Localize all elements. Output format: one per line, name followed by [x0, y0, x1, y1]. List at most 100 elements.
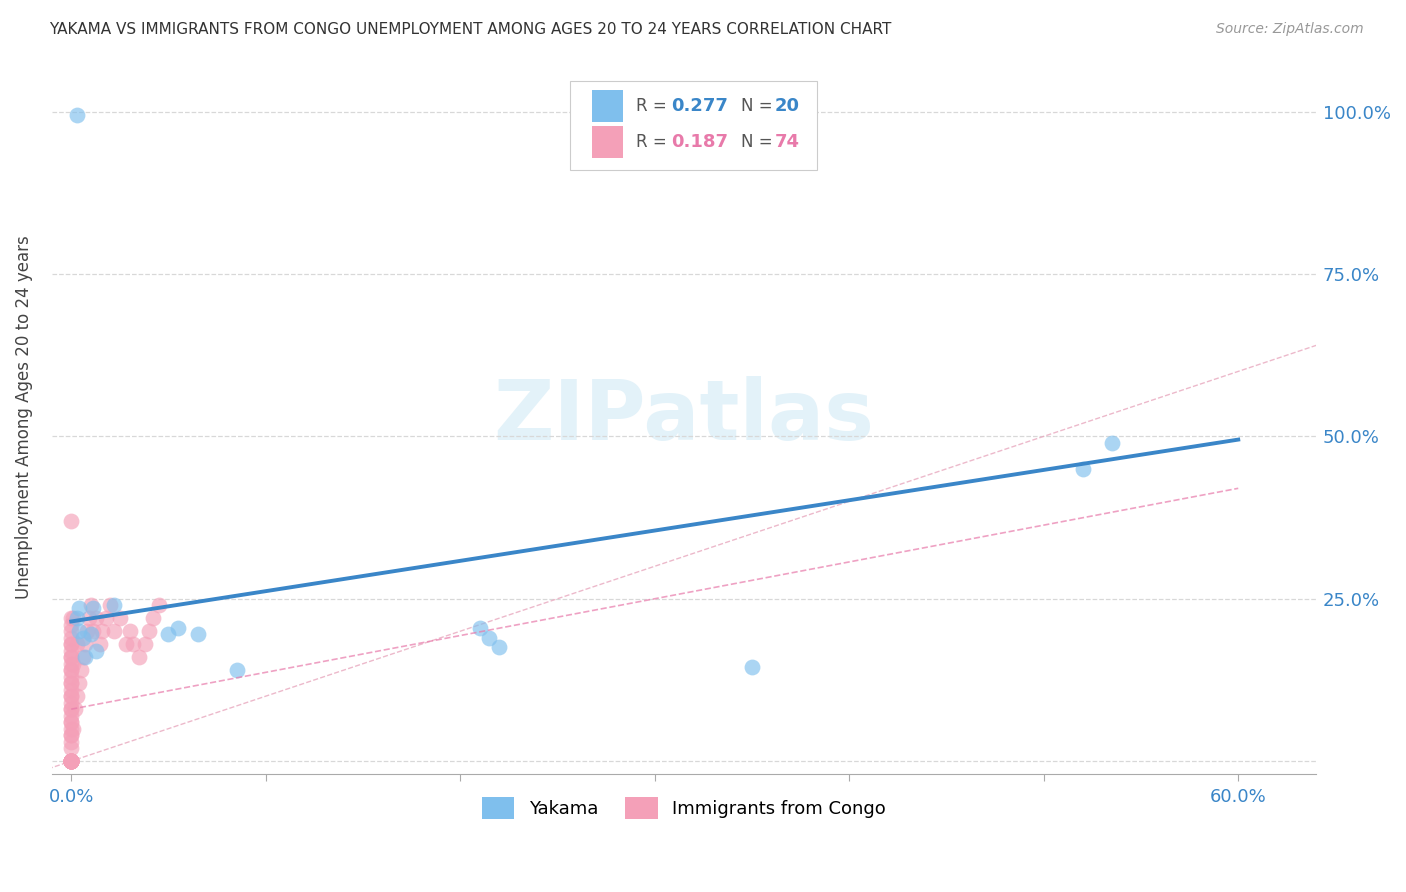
Point — [60, 728, 83, 742]
Text: R =: R = — [636, 133, 672, 151]
Point — [62, 611, 84, 625]
Point — [134, 637, 156, 651]
Point — [72, 631, 94, 645]
Point — [60, 754, 83, 768]
Point — [66, 689, 89, 703]
Point — [1101, 435, 1123, 450]
Point — [60, 631, 83, 645]
Point — [89, 637, 111, 651]
Point — [157, 627, 180, 641]
Point — [60, 754, 83, 768]
Point — [138, 624, 160, 639]
Point — [62, 657, 84, 671]
Point — [60, 754, 83, 768]
Point — [73, 650, 96, 665]
FancyBboxPatch shape — [592, 90, 623, 122]
Point — [63, 702, 86, 716]
Point — [67, 676, 90, 690]
Point — [60, 702, 83, 716]
Point — [60, 754, 83, 768]
Point — [60, 754, 83, 768]
Point — [60, 741, 83, 756]
Point — [122, 637, 145, 651]
Point — [60, 624, 83, 639]
Point — [60, 682, 83, 697]
Point — [66, 611, 89, 625]
Point — [98, 599, 121, 613]
Point — [187, 627, 209, 641]
Point — [91, 624, 114, 639]
Point — [118, 624, 141, 639]
Point — [82, 624, 104, 639]
Point — [103, 599, 125, 613]
Point — [108, 611, 131, 625]
Point — [67, 624, 90, 639]
Point — [142, 611, 165, 625]
Point — [96, 611, 118, 625]
Text: 0.187: 0.187 — [671, 133, 728, 151]
Point — [86, 643, 108, 657]
Point — [60, 637, 83, 651]
Point — [60, 637, 83, 651]
Point — [60, 650, 83, 665]
Point — [76, 624, 98, 639]
Point — [1071, 462, 1094, 476]
Point — [60, 715, 83, 730]
Point — [60, 754, 83, 768]
Point — [62, 722, 84, 736]
Text: 0.277: 0.277 — [671, 97, 728, 115]
Legend: Yakama, Immigrants from Congo: Yakama, Immigrants from Congo — [475, 789, 893, 826]
Point — [60, 657, 83, 671]
Point — [60, 754, 83, 768]
Point — [60, 754, 83, 768]
Text: N =: N = — [741, 97, 778, 115]
Text: Source: ZipAtlas.com: Source: ZipAtlas.com — [1216, 22, 1364, 37]
Point — [67, 601, 90, 615]
Text: 20: 20 — [775, 97, 800, 115]
Point — [70, 663, 93, 677]
Point — [72, 650, 94, 665]
Point — [60, 702, 83, 716]
Point — [60, 650, 83, 665]
Point — [468, 621, 491, 635]
Point — [103, 624, 125, 639]
Text: R =: R = — [636, 97, 672, 115]
Point — [60, 663, 83, 677]
Point — [60, 611, 83, 625]
Text: 74: 74 — [775, 133, 800, 151]
Point — [60, 715, 83, 730]
FancyBboxPatch shape — [569, 81, 817, 170]
Point — [60, 754, 83, 768]
Point — [79, 627, 101, 641]
Point — [60, 676, 83, 690]
Point — [128, 650, 150, 665]
Point — [60, 728, 83, 742]
Point — [66, 108, 89, 122]
Point — [60, 643, 83, 657]
Point — [60, 676, 83, 690]
Point — [86, 611, 108, 625]
Point — [73, 637, 96, 651]
Point — [60, 734, 83, 748]
Text: N =: N = — [741, 133, 778, 151]
Point — [82, 601, 104, 615]
Point — [60, 708, 83, 723]
Point — [79, 599, 101, 613]
Point — [114, 637, 136, 651]
Point — [60, 670, 83, 684]
FancyBboxPatch shape — [592, 126, 623, 158]
Point — [60, 754, 83, 768]
Point — [60, 663, 83, 677]
Y-axis label: Unemployment Among Ages 20 to 24 years: Unemployment Among Ages 20 to 24 years — [15, 235, 32, 599]
Point — [488, 640, 510, 655]
Point — [60, 754, 83, 768]
Point — [60, 722, 83, 736]
Point — [77, 611, 100, 625]
Point — [66, 637, 89, 651]
Point — [148, 599, 170, 613]
Point — [60, 696, 83, 710]
Point — [60, 689, 83, 703]
Point — [225, 663, 247, 677]
Point — [60, 514, 83, 528]
Point — [60, 754, 83, 768]
